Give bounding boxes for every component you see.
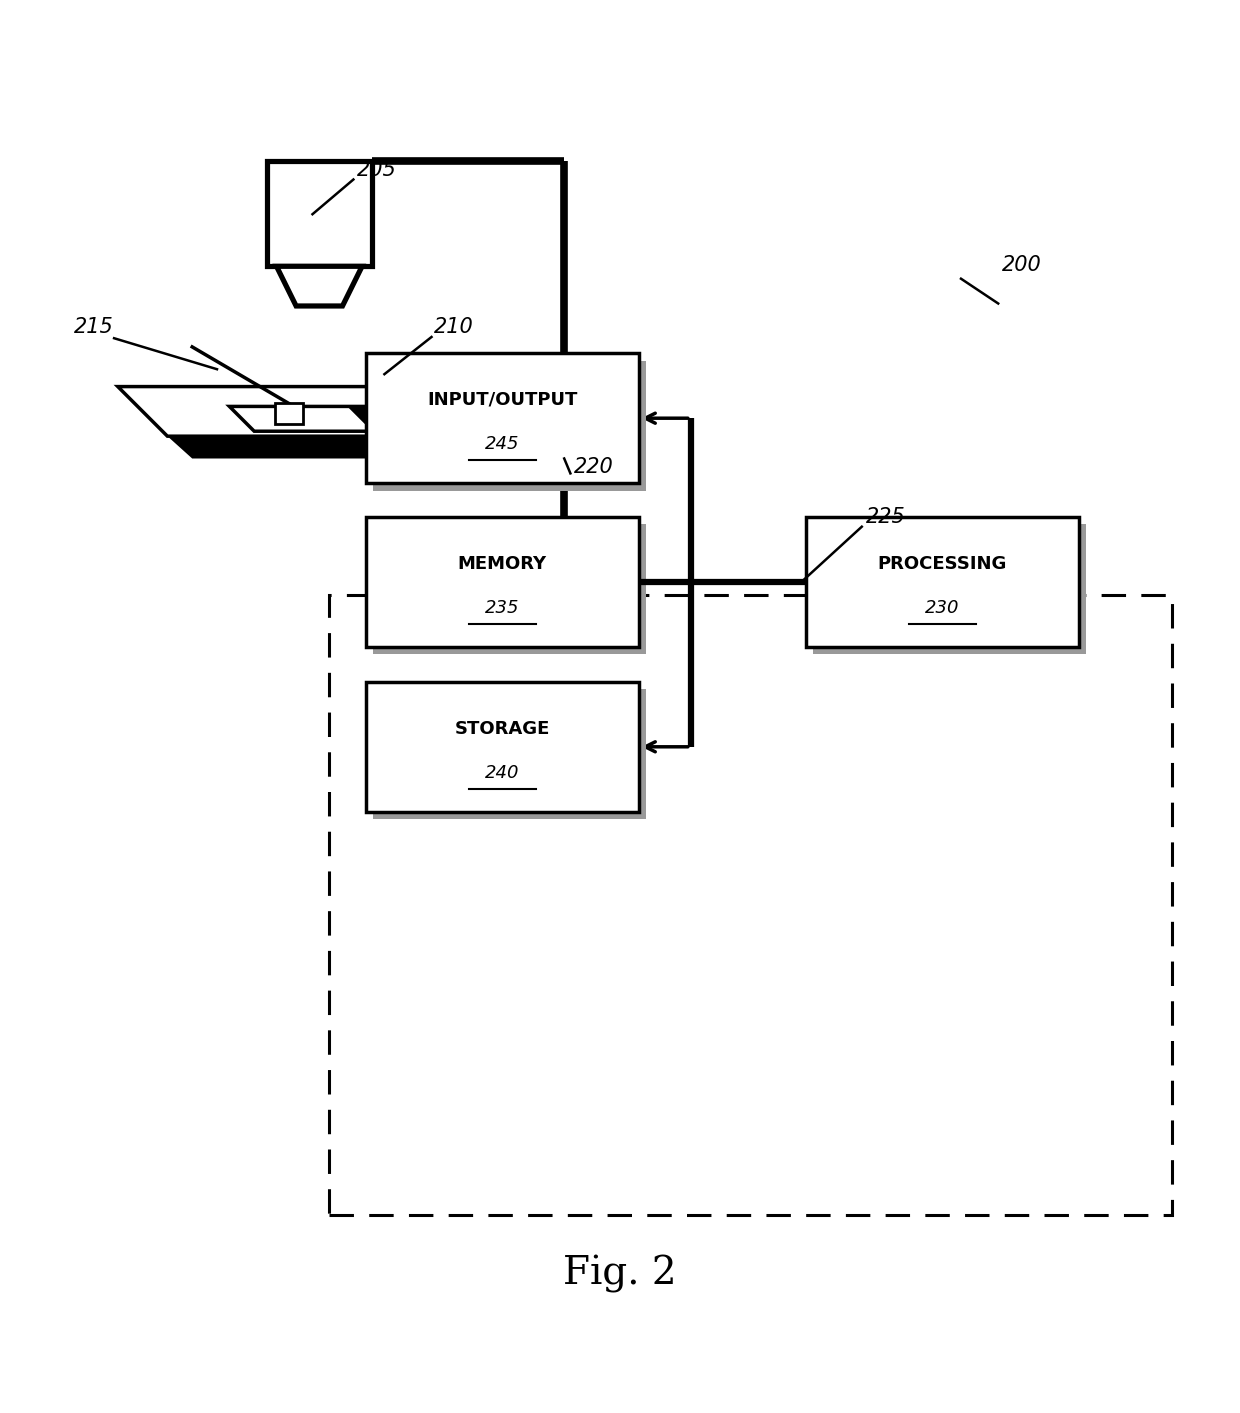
Polygon shape: [347, 407, 465, 431]
Bar: [329, 595, 1172, 1215]
Polygon shape: [229, 407, 465, 431]
Polygon shape: [465, 387, 539, 458]
Text: 205: 205: [357, 160, 397, 179]
Text: 230: 230: [925, 599, 960, 617]
Bar: [366, 353, 639, 483]
Text: 245: 245: [485, 435, 520, 454]
Bar: [813, 524, 1086, 654]
Bar: [373, 524, 646, 654]
Text: MEMORY: MEMORY: [458, 555, 547, 572]
Text: Fig. 2: Fig. 2: [563, 1255, 677, 1293]
Text: STORAGE: STORAGE: [455, 719, 549, 738]
Text: 235: 235: [485, 599, 520, 617]
Polygon shape: [118, 387, 515, 437]
Text: INPUT/OUTPUT: INPUT/OUTPUT: [427, 391, 578, 408]
Polygon shape: [275, 403, 303, 424]
Text: 210: 210: [434, 317, 474, 336]
Text: 220: 220: [574, 456, 614, 478]
Bar: [366, 681, 639, 812]
Polygon shape: [277, 266, 362, 307]
Bar: [267, 161, 372, 266]
Bar: [373, 690, 646, 820]
Text: 225: 225: [866, 507, 905, 527]
Polygon shape: [167, 437, 539, 458]
Text: 200: 200: [1002, 254, 1042, 276]
Bar: [366, 517, 639, 647]
Text: 215: 215: [74, 317, 114, 336]
Bar: [373, 360, 646, 490]
Bar: [806, 517, 1079, 647]
Text: PROCESSING: PROCESSING: [878, 555, 1007, 572]
Text: 240: 240: [485, 764, 520, 781]
